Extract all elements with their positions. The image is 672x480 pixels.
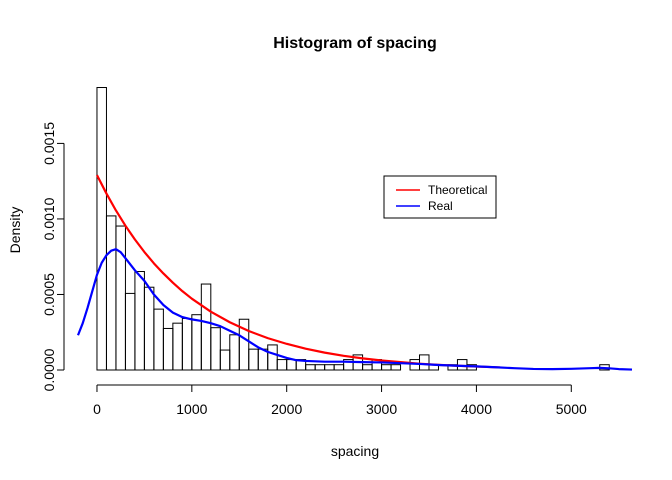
histogram-bar bbox=[229, 334, 240, 371]
y-tick-label: 0.0005 bbox=[41, 273, 57, 316]
histogram-bar bbox=[419, 354, 430, 371]
series-line-real bbox=[76, 248, 633, 371]
histogram-bar bbox=[200, 283, 212, 371]
histogram-bar bbox=[381, 364, 392, 371]
x-tick-label: 5000 bbox=[556, 401, 587, 417]
x-tick-label: 2000 bbox=[271, 401, 302, 417]
y-tick-label: 0.0015 bbox=[41, 122, 57, 165]
histogram-bar bbox=[191, 314, 202, 371]
chart-title: Histogram of spacing bbox=[273, 35, 437, 52]
histogram-bar bbox=[314, 364, 326, 371]
x-tick-label: 1000 bbox=[176, 401, 207, 417]
x-tick-label: 3000 bbox=[366, 401, 397, 417]
histogram-bar bbox=[181, 317, 193, 371]
histogram-bar bbox=[153, 308, 164, 371]
x-axis-label: spacing bbox=[331, 443, 379, 459]
legend-box bbox=[383, 175, 497, 219]
histogram-bar bbox=[134, 271, 145, 371]
histogram-bar bbox=[305, 364, 316, 371]
y-tick-label: 0.0010 bbox=[41, 197, 57, 240]
legend-label: Real bbox=[428, 199, 453, 213]
histogram-bar bbox=[143, 286, 155, 371]
y-axis-label: Density bbox=[7, 207, 23, 254]
histogram-bar bbox=[105, 215, 117, 371]
histogram-bar bbox=[333, 364, 345, 371]
x-axis: 0 1000 2000 3000 4000 5000 bbox=[93, 384, 587, 417]
y-axis: 0.0000 0.0005 0.0010 0.0015 bbox=[41, 122, 65, 391]
x-tick-label: 0 bbox=[93, 401, 101, 417]
histogram-bar bbox=[210, 327, 221, 371]
legend-label: Theoretical bbox=[428, 183, 487, 197]
histogram-bar bbox=[238, 318, 250, 371]
bars-group bbox=[96, 87, 610, 371]
y-tick-label: 0.0000 bbox=[41, 348, 57, 391]
histogram-bar bbox=[124, 292, 136, 371]
histogram-bar bbox=[324, 364, 335, 371]
histogram-bar bbox=[172, 322, 183, 371]
x-tick-label: 4000 bbox=[461, 401, 492, 417]
histogram-bar bbox=[267, 344, 278, 371]
histogram-bar bbox=[286, 359, 297, 371]
curves-group bbox=[76, 174, 633, 371]
histogram-bar bbox=[115, 225, 126, 371]
legend: Theoretical Real bbox=[383, 175, 497, 219]
histogram-bar bbox=[96, 87, 107, 371]
histogram-bar bbox=[390, 364, 402, 371]
histogram-bar bbox=[362, 364, 373, 371]
histogram-bar bbox=[276, 359, 288, 371]
histogram-bar bbox=[162, 327, 174, 371]
histogram-bar bbox=[219, 349, 231, 371]
histogram-bar bbox=[248, 348, 259, 371]
